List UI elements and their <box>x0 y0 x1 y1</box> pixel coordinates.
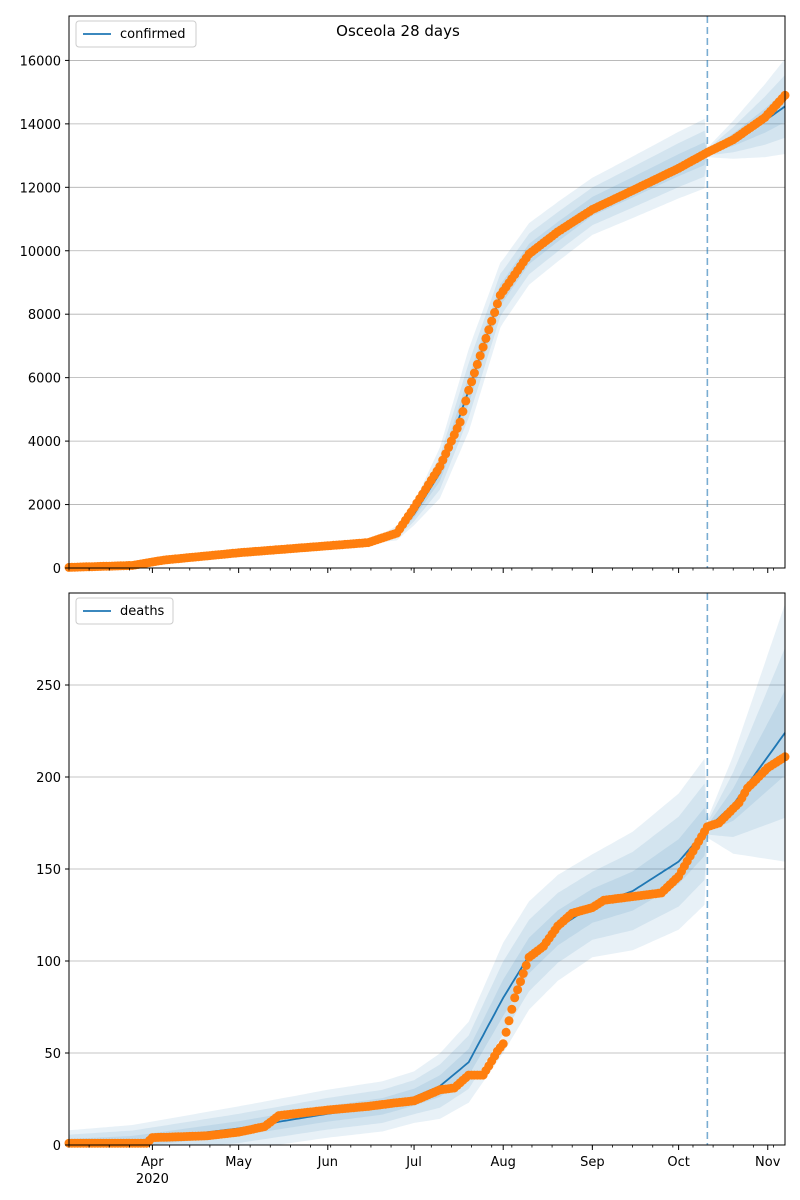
observed-point <box>458 407 468 416</box>
observed-point <box>467 377 477 387</box>
x-tick-label: May <box>225 1155 252 1170</box>
confirmed-axes-frame <box>68 15 786 569</box>
y-tick-label: 50 <box>44 1047 61 1062</box>
deaths-x-ticks: Apr 2020 May Jun Jul Aug Sep Oct Nov <box>68 1145 781 1187</box>
observed-point <box>487 316 497 326</box>
y-tick-label: 250 <box>36 679 61 694</box>
observed-point <box>478 342 488 352</box>
y-tick-label: 200 <box>36 771 61 786</box>
y-tick-label: 10000 <box>20 245 61 260</box>
x-tick-year-label: 2020 <box>136 1172 169 1187</box>
y-tick-label: 100 <box>36 955 61 970</box>
y-tick-label: 0 <box>53 562 61 577</box>
confirmed-panel: 0 2000 4000 6000 8000 10000 12000 14000 16000 Os… <box>20 15 790 577</box>
deaths-panel: 0 50 100 150 200 250 Apr 2020 May Jun Jul Aug Sep Oc… <box>36 592 790 1187</box>
y-tick-label: 6000 <box>28 372 61 387</box>
y-tick-label: 12000 <box>20 181 61 196</box>
forecast-band <box>69 90 785 568</box>
observed-point <box>501 1027 511 1037</box>
observed-point <box>492 299 502 309</box>
observed-point <box>521 960 531 970</box>
deaths-observed-points <box>64 752 790 1148</box>
observed-point <box>464 385 474 395</box>
observed-point <box>510 993 520 1003</box>
x-tick-label: Sep <box>580 1155 605 1170</box>
x-tick-label: Aug <box>491 1155 516 1170</box>
deaths-legend-box <box>75 597 174 625</box>
x-tick-label: Nov <box>755 1155 781 1170</box>
x-tick-label: Oct <box>667 1155 689 1170</box>
y-tick-label: 150 <box>36 863 61 878</box>
observed-point <box>507 1004 517 1014</box>
x-tick-label: Jun <box>317 1155 338 1170</box>
observed-point <box>484 325 494 335</box>
y-tick-label: 0 <box>53 1139 61 1154</box>
forecast-band <box>69 604 785 1145</box>
forecast-band <box>69 75 785 568</box>
confirmed-legend: confirmed <box>75 20 197 48</box>
confirmed-observed-points <box>64 90 790 572</box>
confirmed-forecast-bands <box>69 58 785 568</box>
observed-point <box>461 396 471 406</box>
observed-point <box>469 368 479 378</box>
confirmed-y-ticks: 0 2000 4000 6000 8000 10000 12000 14000 16000 <box>20 54 69 577</box>
y-tick-label: 4000 <box>28 435 61 450</box>
confirmed-gridlines <box>69 60 785 569</box>
forecast-band <box>69 58 785 568</box>
y-tick-label: 14000 <box>20 118 61 133</box>
confirmed-x-ticks <box>68 568 774 573</box>
confirmed-legend-box <box>75 20 197 48</box>
observed-point <box>455 417 465 427</box>
observed-point <box>475 351 485 361</box>
confirmed-legend-label: confirmed <box>120 27 186 42</box>
observed-point <box>516 977 525 987</box>
y-tick-label: 2000 <box>28 499 61 514</box>
observed-point <box>498 1039 508 1049</box>
x-tick-label: Apr <box>141 1155 164 1170</box>
deaths-legend-label: deaths <box>120 604 165 619</box>
observed-point <box>513 985 523 995</box>
y-tick-label: 8000 <box>28 308 61 323</box>
chart-title: Osceola 28 days <box>336 22 460 40</box>
observed-point <box>504 1016 514 1026</box>
deaths-y-ticks: 0 50 100 150 200 250 <box>36 679 69 1154</box>
observed-point <box>518 969 528 978</box>
x-tick-label: Jul <box>405 1155 422 1170</box>
observed-point <box>490 308 500 317</box>
y-tick-label: 16000 <box>20 54 61 69</box>
observed-point <box>472 359 482 369</box>
deaths-legend: deaths <box>75 597 174 625</box>
observed-point <box>481 333 491 343</box>
